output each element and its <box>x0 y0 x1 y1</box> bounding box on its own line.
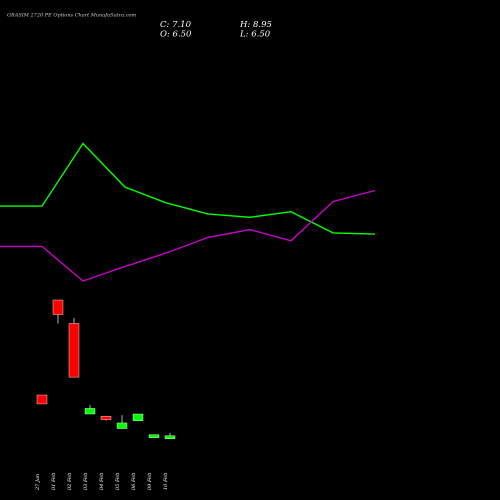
candle <box>52 299 64 324</box>
x-tick-label: 09 Feb <box>147 473 153 490</box>
candle <box>132 413 144 421</box>
low-value: L: 6.50 <box>239 30 271 40</box>
x-tick-label: 04 Feb <box>99 473 105 490</box>
x-tick-label: 05 Feb <box>115 473 121 490</box>
candle-body <box>36 394 48 405</box>
candle-body <box>164 435 176 439</box>
candle-body <box>52 299 64 315</box>
candle-body <box>116 422 128 429</box>
x-tick-label: 27 Jan <box>35 474 41 491</box>
candle-body <box>68 323 80 378</box>
open-value: O: 6.50 <box>160 30 192 40</box>
x-tick-label: 01 Feb <box>51 473 57 490</box>
x-tick-label: 06 Feb <box>131 473 137 490</box>
x-axis-tick-labels: 27 Jan 01 Feb 02 Feb 03 Feb 04 Feb 05 Feb 06 F… <box>35 473 169 491</box>
overlay-line-1 <box>0 142 376 235</box>
overlay-lines <box>0 142 376 282</box>
candle <box>116 415 128 429</box>
overlay-line-2 <box>0 189 376 282</box>
candle-body <box>84 408 96 415</box>
candle <box>84 405 96 415</box>
candle <box>68 317 80 378</box>
close-value: C: 7.10 <box>160 20 192 30</box>
candle <box>36 394 48 405</box>
candle-body <box>100 416 112 420</box>
candles <box>36 299 176 439</box>
chart-title: GRASIM 2720 PE Options Chart MunafaSutra… <box>7 13 137 19</box>
candle-body <box>148 434 160 438</box>
candle <box>100 416 112 421</box>
x-tick-label: 03 Feb <box>83 473 89 490</box>
x-tick-label: 02 Feb <box>67 473 73 490</box>
high-value: H: 8.95 <box>239 20 272 30</box>
candle <box>148 434 160 438</box>
candle-body <box>132 413 144 421</box>
x-tick-label: 10 Feb <box>163 473 169 490</box>
candle <box>164 433 176 439</box>
